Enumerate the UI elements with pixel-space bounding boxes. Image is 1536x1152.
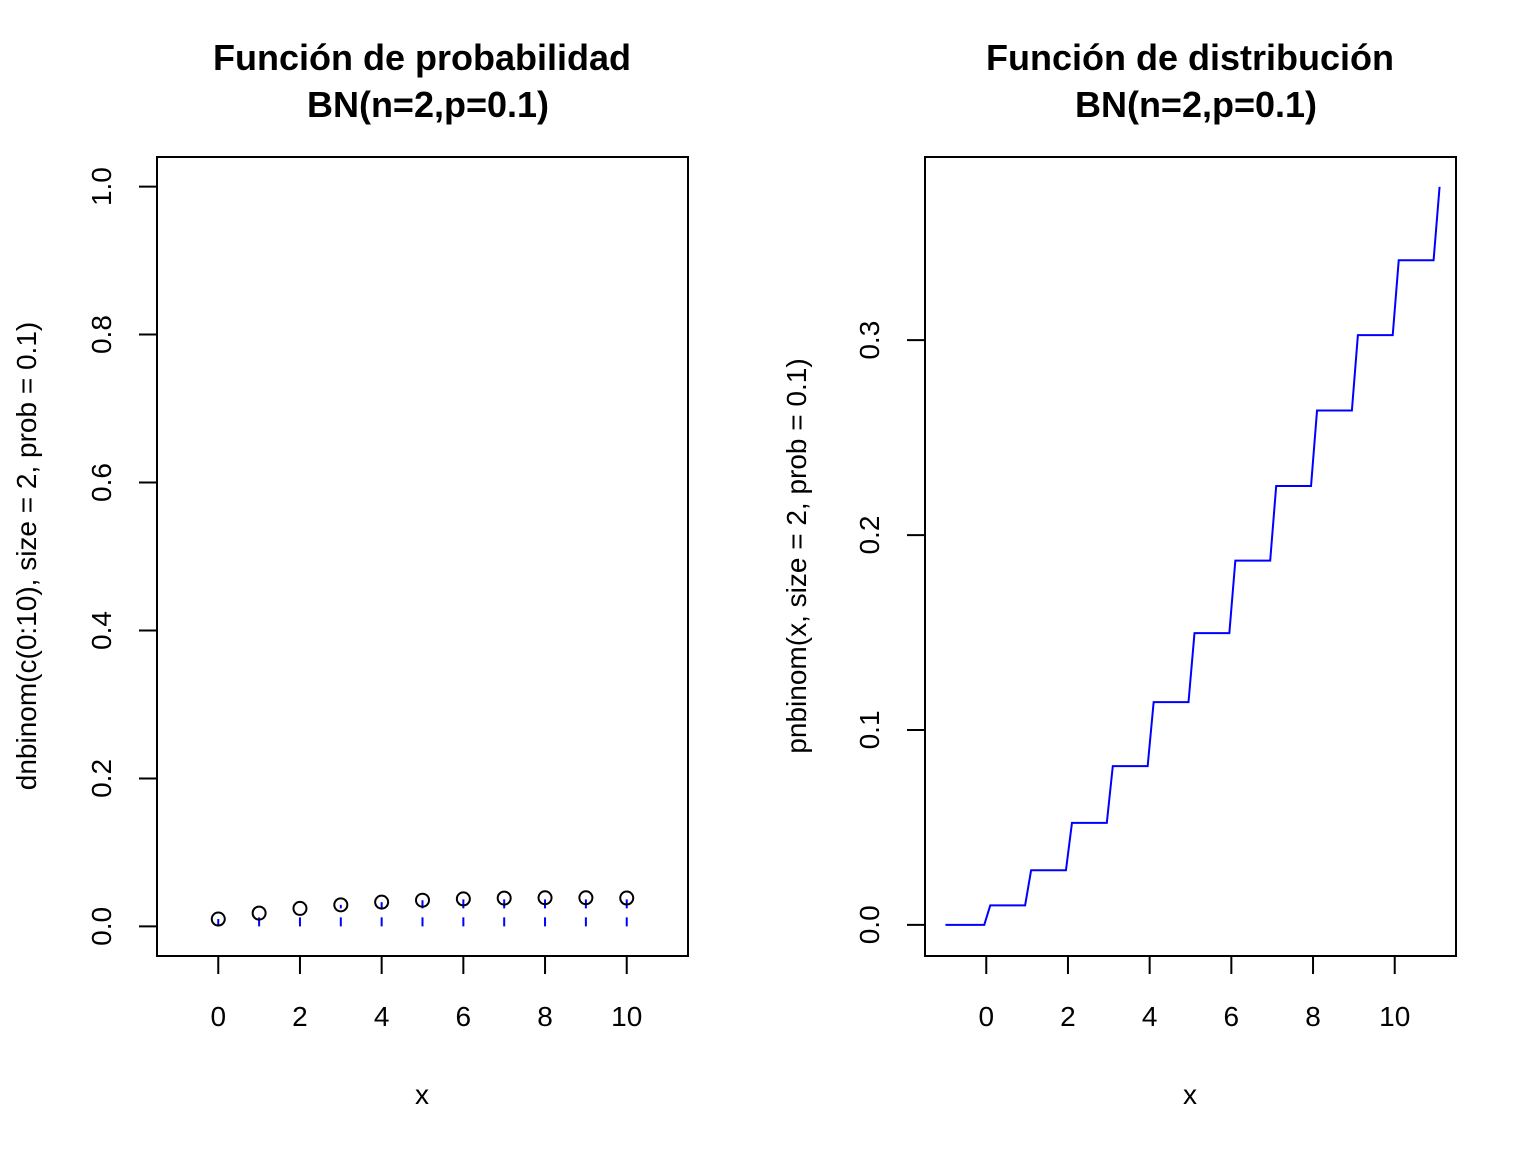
data-point [292,900,308,916]
probability-function-panel: Función de probabilidad BN(n=2,p=0.1) 0 2… [11,37,689,1110]
y-tick-label: 0.6 [86,463,117,502]
data-point [496,890,512,906]
x-tick-label: 6 [456,1001,472,1032]
y-axis-label: pnbinom(x, size = 2, prob = 0.1) [781,358,812,753]
points-group [210,890,635,927]
data-point [537,890,553,906]
chart-title: Función de probabilidad [213,37,631,78]
x-tick-label: 4 [374,1001,390,1032]
data-point [251,905,267,921]
data-point [619,890,635,906]
x-tick-label: 2 [1060,1001,1076,1032]
plot-area-box [924,156,1457,957]
y-tick-label: 0.8 [86,315,117,354]
chart-subtitle: BN(n=2,p=0.1) [1075,84,1317,125]
chart-subtitle: BN(n=2,p=0.1) [307,84,549,125]
y-tick-label: 0.2 [854,516,885,555]
data-point [578,890,594,906]
x-tick-label: 8 [537,1001,553,1032]
x-axis: 0 2 4 6 8 10 [210,955,642,1032]
data-point [415,892,430,908]
plot-area-box [156,156,689,957]
y-tick-label: 0.2 [86,759,117,798]
y-tick-label: 1.0 [86,167,117,206]
y-tick-label: 0.1 [854,710,885,749]
chart-title: Función de distribución [986,37,1394,78]
x-tick-label: 0 [978,1001,994,1032]
x-tick-label: 10 [1379,1001,1410,1032]
x-tick-label: 0 [210,1001,226,1032]
x-tick-label: 8 [1305,1001,1321,1032]
y-axis: 0.0 0.2 0.4 0.6 0.8 1.0 [86,167,158,946]
series-group [945,186,1441,926]
x-tick-label: 2 [292,1001,308,1032]
x-axis-label: x [1183,1079,1197,1110]
y-tick-label: 0.0 [86,907,117,946]
y-tick-label: 0.3 [854,321,885,360]
x-tick-label: 10 [611,1001,642,1032]
x-tick-label: 4 [1142,1001,1158,1032]
y-tick-label: 0.0 [854,905,885,944]
y-axis: 0.0 0.1 0.2 0.3 [854,321,926,944]
data-point [333,897,349,913]
data-point [210,911,226,927]
x-tick-label: 6 [1224,1001,1240,1032]
y-axis-label: dnbinom(c(0:10), size = 2, prob = 0.1) [11,322,42,790]
data-point [374,894,390,910]
y-tick-label: 0.4 [86,611,117,650]
distribution-function-panel: Función de distribución BN(n=2,p=0.1) 0 2… [781,37,1457,1110]
data-point [455,891,471,907]
x-axis: 0 2 4 6 8 10 [978,955,1410,1032]
stems-group [217,897,628,927]
cdf-step-line [945,186,1441,926]
x-axis-label: x [415,1079,429,1110]
